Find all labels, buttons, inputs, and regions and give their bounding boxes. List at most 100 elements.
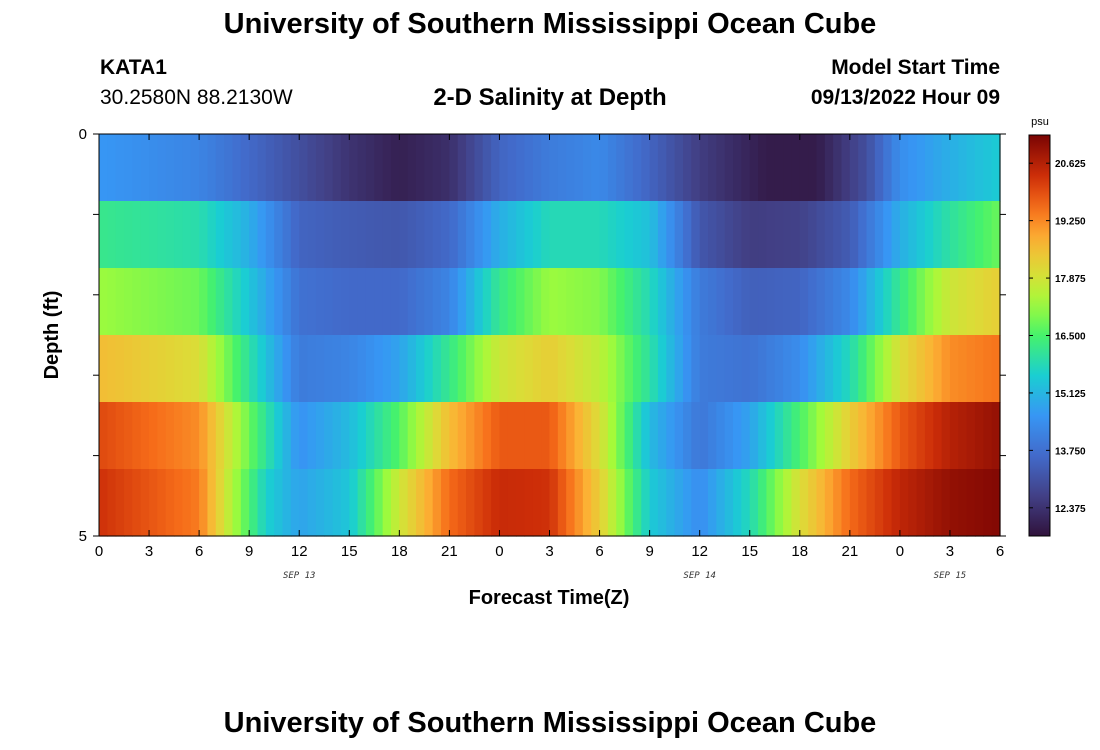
heatmap-cell [649, 268, 659, 336]
heatmap-cell [949, 201, 959, 269]
heatmap-cell [282, 335, 292, 403]
heatmap-cell [733, 469, 742, 537]
heatmap-cell [149, 335, 158, 403]
heatmap-cell [524, 469, 534, 537]
x-tick-label: 12 [691, 543, 708, 560]
x-axis-title: Forecast Time(Z) [469, 587, 630, 609]
heatmap-cell [557, 134, 567, 202]
heatmap-cell [549, 469, 559, 537]
heatmap-cell [265, 134, 275, 202]
heatmap-cell [307, 469, 317, 537]
heatmap-cell [941, 268, 951, 336]
heatmap-cell [290, 402, 300, 470]
heatmap-cell [933, 134, 943, 202]
heatmap-cell [733, 268, 742, 336]
heatmap-cell [949, 134, 959, 202]
heatmap-cell [524, 134, 534, 202]
x-tick-label: 3 [145, 543, 153, 560]
heatmap-cell [557, 469, 567, 537]
heatmap-cells [99, 134, 1001, 537]
heatmap-cell [641, 335, 651, 403]
heatmap-cell [107, 469, 117, 537]
heatmap-cell [816, 335, 826, 403]
heatmap-cell [991, 134, 1001, 202]
heatmap-cell [549, 268, 559, 336]
heatmap-cell [165, 402, 175, 470]
heatmap-cell [933, 268, 943, 336]
heatmap-cell [382, 268, 392, 336]
heatmap-cell [682, 134, 692, 202]
heatmap-cell [566, 335, 576, 403]
heatmap-cell [874, 402, 884, 470]
heatmap-cell [491, 201, 501, 269]
heatmap-cell [716, 469, 726, 537]
heatmap-cell [899, 469, 909, 537]
heatmap-cell [941, 201, 951, 269]
heatmap-cell [424, 268, 434, 336]
heatmap-cell [165, 469, 175, 537]
heatmap-cell [165, 201, 175, 269]
heatmap-cell [157, 201, 167, 269]
heatmap-cell [549, 335, 559, 403]
heatmap-cell [983, 402, 993, 470]
heatmap-cell [466, 134, 476, 202]
heatmap-cell [516, 335, 526, 403]
heatmap-cell [941, 469, 951, 537]
heatmap-cell [991, 201, 1001, 269]
heatmap-cell [708, 201, 717, 269]
heatmap-cell [566, 402, 576, 470]
heatmap-cell [833, 268, 843, 336]
heatmap-cell [708, 335, 717, 403]
heatmap-cell [449, 134, 459, 202]
heatmap-cell [174, 335, 184, 403]
heatmap-cell [599, 469, 609, 537]
heatmap-cell [407, 134, 417, 202]
heatmap-cell [841, 469, 851, 537]
heatmap-cell [958, 268, 968, 336]
heatmap-cell [182, 134, 192, 202]
heatmap-cell [716, 268, 726, 336]
heatmap-cell [708, 268, 717, 336]
page-title-repeat: University of Southern Mississippi Ocean… [223, 707, 877, 739]
heatmap-cell [808, 469, 818, 537]
heatmap-cell [524, 335, 534, 403]
heatmap-cell [507, 268, 517, 336]
heatmap-cell [599, 134, 609, 202]
heatmap-cell [390, 134, 400, 202]
heatmap-cell [399, 402, 409, 470]
y-axis-title: Depth (ft) [41, 291, 63, 380]
heatmap-cell [265, 335, 275, 403]
heatmap-cell [699, 402, 709, 470]
heatmap-cell [157, 268, 167, 336]
heatmap-cell [691, 469, 701, 537]
heatmap-cell [207, 402, 217, 470]
heatmap-cell [99, 201, 108, 269]
heatmap-cell [99, 402, 108, 470]
heatmap-cell [299, 469, 309, 537]
y-tick-label: 5 [79, 528, 87, 545]
heatmap-cell [657, 469, 667, 537]
heatmap-cell [674, 469, 684, 537]
heatmap-cell [616, 268, 626, 336]
x-date-label: SEP 15 [934, 571, 967, 581]
heatmap-cell [107, 134, 117, 202]
heatmap-cell [966, 335, 976, 403]
heatmap-cell [749, 335, 759, 403]
heatmap-cell [574, 134, 584, 202]
heatmap-cell [874, 469, 884, 537]
heatmap-cell [666, 335, 676, 403]
heatmap-cell [591, 268, 601, 336]
y-axis-ticks: 05 [79, 126, 1006, 545]
heatmap-cell [324, 402, 334, 470]
heatmap-cell [240, 335, 250, 403]
heatmap-cell [991, 335, 1001, 403]
heatmap-cell [199, 335, 209, 403]
heatmap-cell [716, 134, 726, 202]
heatmap-cell [482, 402, 492, 470]
heatmap-cell [199, 134, 209, 202]
heatmap-cell [699, 134, 709, 202]
heatmap-cell [274, 335, 284, 403]
heatmap-cell [466, 268, 476, 336]
heatmap-cell [374, 335, 384, 403]
heatmap-cell [140, 134, 150, 202]
